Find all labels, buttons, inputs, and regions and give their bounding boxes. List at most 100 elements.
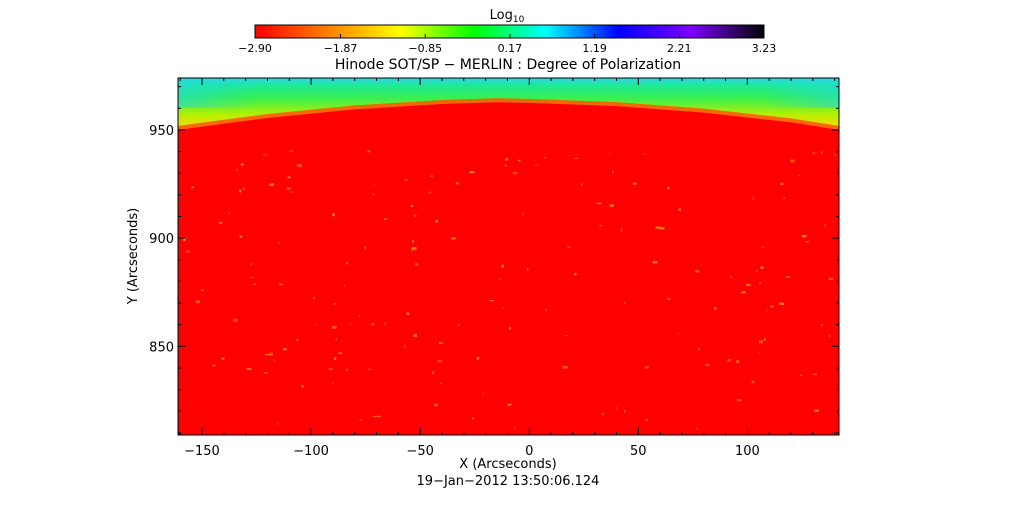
speckle [472,417,474,420]
x-axis-label: X (Arcseconds) [459,457,556,472]
speckle [328,368,333,370]
speckle [501,264,505,268]
speckle [457,324,460,327]
speckle [797,175,801,177]
speckle [440,382,442,385]
speckle [437,360,442,363]
speckle [752,196,754,200]
speckle [333,303,337,305]
polarization-speckles [183,150,836,430]
speckle [269,183,274,186]
speckle [751,380,755,384]
speckle [564,335,568,337]
speckle [413,334,417,337]
colorbar-tick-label: −1.87 [324,42,358,55]
speckle [678,208,681,211]
speckle [620,228,623,232]
speckle [612,170,614,173]
speckle [624,410,626,413]
speckle [315,323,317,326]
speckle [377,415,381,417]
speckle [345,262,349,265]
speckle [737,398,742,402]
y-tick-label: 850 [149,340,174,355]
speckle [821,151,823,154]
speckle [760,266,764,269]
speckle [574,273,577,276]
speckle [790,159,795,163]
speckle [799,374,803,376]
speckle [359,419,363,421]
speckle [785,276,791,278]
speckle [814,409,819,412]
speckle [219,221,223,224]
speckle [414,214,417,218]
speckle [834,154,836,156]
speckle [301,385,304,388]
speckle [429,191,432,194]
speckle [282,348,287,351]
speckle [404,345,406,348]
speckle [332,325,337,329]
speckle [358,315,360,317]
speckle [783,197,785,199]
solar-disk [178,102,839,435]
timestamp-footer: 19−Jan−2012 13:50:06.124 [417,474,600,489]
x-tick-label: −100 [293,444,329,459]
y-tick-label: 900 [149,232,174,247]
speckle [545,308,547,311]
speckle [195,300,200,304]
speckle [574,157,578,160]
colorbar-tick-label: −2.90 [238,42,272,55]
speckle [414,263,419,266]
y-axis: 850 900 950 [149,86,839,434]
colorbar-tick-label: 1.19 [582,42,607,55]
speckle [677,332,680,335]
speckle [297,164,302,167]
speckle [609,152,611,154]
speckle [451,237,456,240]
speckle [652,261,658,264]
speckle [828,334,831,337]
speckle [263,154,268,156]
speckle [263,372,269,374]
colorbar-label-subscript: 10 [513,15,525,25]
speckle [714,307,717,310]
speckle [758,352,760,354]
speckle [469,171,475,174]
speckle [762,246,765,248]
speckle [183,238,186,242]
speckle [240,163,244,166]
speckle [667,186,670,190]
x-axis: −150 −100 −50 0 50 100 [179,78,836,459]
speckle [367,368,372,370]
speckle [346,368,349,371]
x-tick-label: 50 [630,444,647,459]
speckle [534,164,538,166]
speckle [514,426,516,429]
speckle [372,416,377,418]
speckle [191,186,194,189]
speckle [253,283,256,285]
speckle [243,187,245,190]
speckle [779,302,785,305]
speckle [233,318,238,322]
speckle [238,189,242,193]
chart-title: Hinode SOT/SP − MERLIN : Degree of Polar… [335,57,681,73]
speckle [212,364,216,367]
speckle [696,427,698,430]
speckle [522,212,524,216]
speckle [759,281,762,284]
plot-frame [177,77,840,436]
speckle [695,270,700,273]
speckle [410,204,413,207]
colorbar: Log10 −2.90 −1.87 −0.85 0.17 1.19 2.21 3.23 [238,8,776,55]
speckle [727,359,732,362]
speckle [221,357,225,360]
x-tick-label: −50 [406,444,433,459]
speckle [500,278,502,281]
speckle [383,218,387,221]
speckle [632,182,637,185]
speckle [812,373,818,376]
